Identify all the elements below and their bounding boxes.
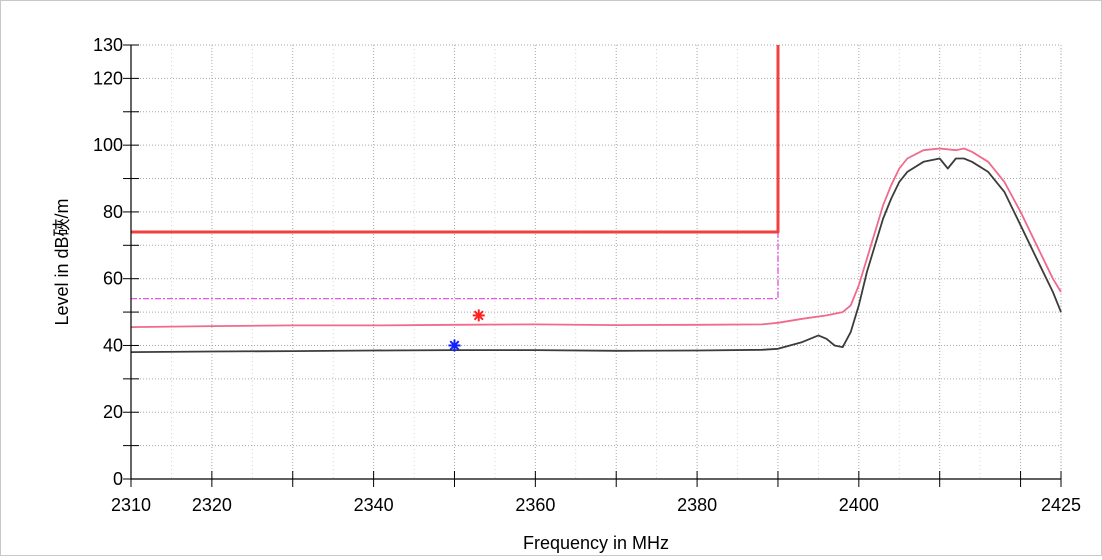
x-tick-label: 2380 <box>677 495 717 515</box>
x-tick-label: 2425 <box>1041 495 1081 515</box>
x-tick-label: 2360 <box>515 495 555 515</box>
axes <box>130 45 1061 480</box>
y-tick-label: 60 <box>103 269 123 289</box>
marker-stroke <box>473 310 484 321</box>
y-tick-label: 100 <box>93 135 123 155</box>
x-tick-label: 2310 <box>111 495 151 515</box>
x-tick-label: 2340 <box>354 495 394 515</box>
y-tick-label: 20 <box>103 402 123 422</box>
y-axis-label: Level in dB硤/m <box>52 198 72 325</box>
marker-layer <box>448 309 485 352</box>
y-tick-label: 130 <box>93 35 123 55</box>
y-tick-label: 0 <box>113 469 123 489</box>
marker-stroke <box>449 340 460 351</box>
y-tick-label: 120 <box>93 68 123 88</box>
y-tick-label: 80 <box>103 202 123 222</box>
plot-area <box>131 45 1061 479</box>
peak-marker <box>472 309 485 322</box>
grid <box>131 44 1062 479</box>
x-tick-label: 2320 <box>192 495 232 515</box>
x-axis-label: Frequency in MHz <box>523 533 669 553</box>
peak-trace-line <box>130 147 1062 328</box>
average-trace-line <box>130 157 1062 353</box>
x-tick-label: 2400 <box>839 495 879 515</box>
peak-limit-line <box>131 45 780 234</box>
tick-labels: 2310 2320 2340 2360 2380 2400 2425 0 20 40 60 80 100… <box>93 35 1081 515</box>
y-tick-label: 40 <box>103 335 123 355</box>
average-marker <box>448 339 461 352</box>
series-layer <box>130 45 1062 353</box>
